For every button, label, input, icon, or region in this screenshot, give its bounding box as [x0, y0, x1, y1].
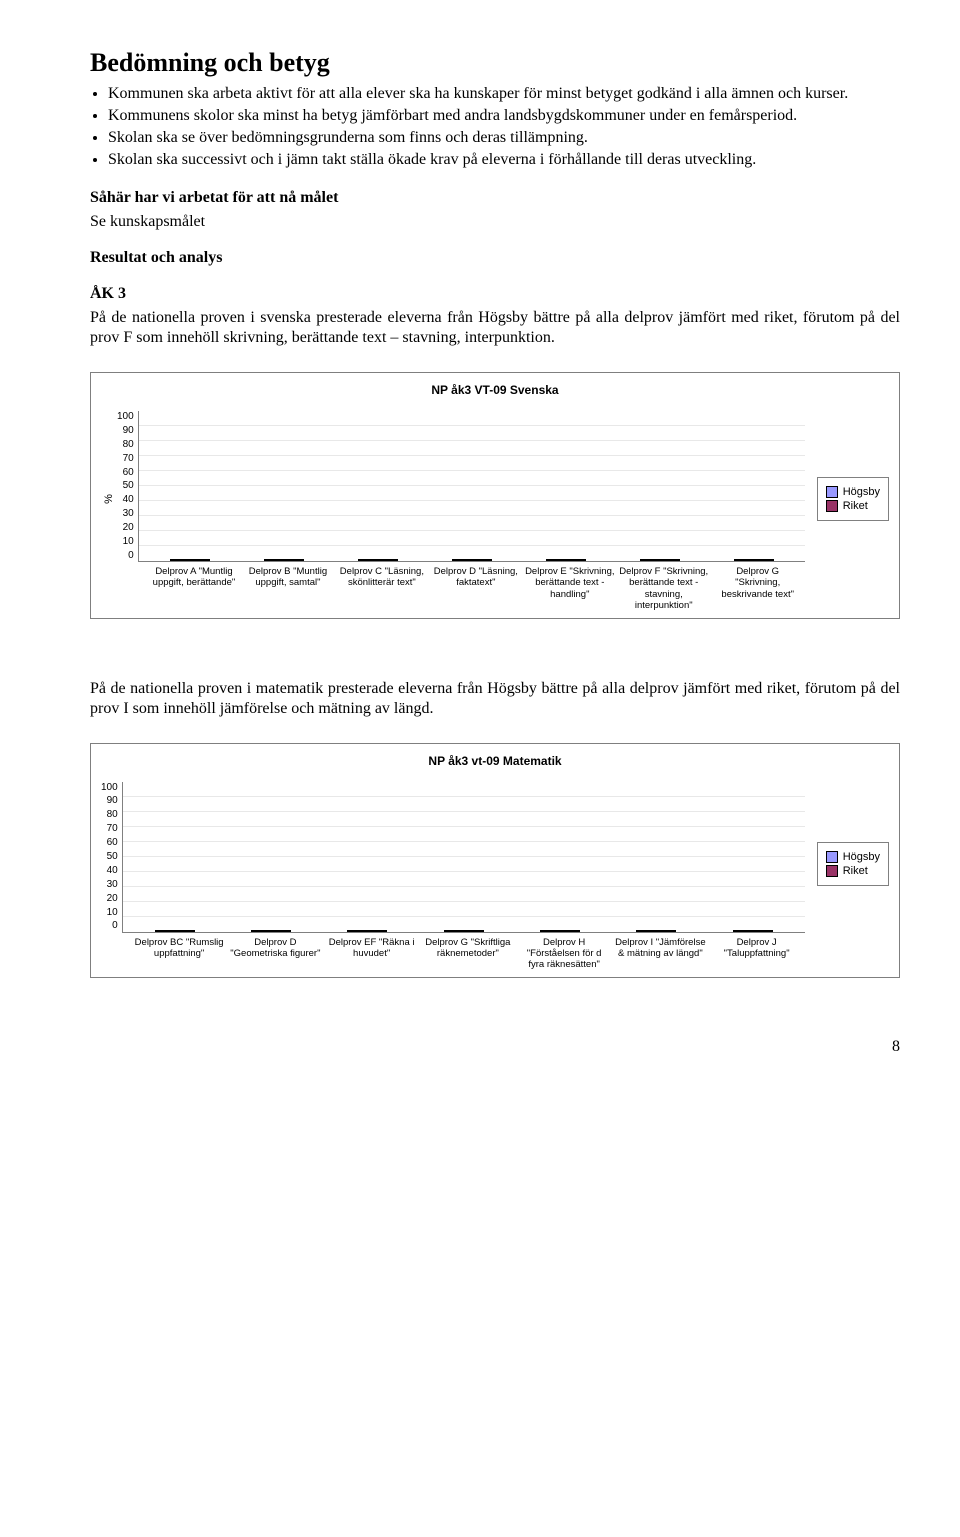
bar-hogsby — [347, 930, 367, 932]
bar-hogsby — [733, 930, 753, 932]
x-labels: Delprov BC "Rumslig uppfattning"Delprov … — [101, 933, 805, 971]
bar-riket — [753, 930, 773, 932]
x-axis-label: Delprov D "Läsning, faktatext" — [429, 562, 523, 612]
bar-riket — [378, 559, 398, 561]
y-axis-label: % — [103, 491, 115, 507]
bar-group — [416, 930, 512, 932]
chart-svenska: NP åk3 VT-09 Svenska % 10090807060504030… — [90, 372, 900, 619]
legend-swatch-riket — [826, 865, 838, 877]
bar-group — [613, 559, 707, 561]
bar-riket — [175, 930, 195, 932]
bar-riket — [190, 559, 210, 561]
bar-riket — [656, 930, 676, 932]
ak3-label: ÅK 3 — [90, 284, 900, 304]
chart-title: NP åk3 vt-09 Matematik — [101, 754, 889, 768]
bar-hogsby — [251, 930, 271, 932]
legend-label: Högsby — [843, 851, 880, 863]
x-axis-label: Delprov G "Skrivning, beskrivande text" — [711, 562, 805, 612]
bar-riket — [754, 559, 774, 561]
bar-riket — [560, 930, 580, 932]
bar-hogsby — [444, 930, 464, 932]
bars-region — [138, 411, 805, 562]
legend-swatch-hogsby — [826, 851, 838, 863]
bar-riket — [367, 930, 387, 932]
bar-group — [704, 930, 800, 932]
chart-title: NP åk3 VT-09 Svenska — [101, 383, 889, 397]
legend-swatch-riket — [826, 500, 838, 512]
x-axis-label: Delprov BC "Rumslig uppfattning" — [131, 933, 227, 971]
bar-group — [127, 930, 223, 932]
bar-hogsby — [170, 559, 190, 561]
bar-group — [707, 559, 801, 561]
bar-riket — [271, 930, 291, 932]
bar-riket — [464, 930, 484, 932]
x-labels: Delprov A "Muntlig uppgift, berättande"D… — [117, 562, 805, 612]
legend-label: Riket — [843, 865, 868, 877]
bar-group — [512, 930, 608, 932]
chart-matematik: NP åk3 vt-09 Matematik 10090807060504030… — [90, 743, 900, 978]
x-axis-label: Delprov D "Geometriska figurer" — [227, 933, 323, 971]
x-axis-label: Delprov A "Muntlig uppgift, berättande" — [147, 562, 241, 612]
bar-riket — [284, 559, 304, 561]
bar-riket — [566, 559, 586, 561]
x-axis-label: Delprov G "Skriftliga räknemetoder" — [420, 933, 516, 971]
bullet-item: Skolan ska se över bedömningsgrunderna s… — [108, 128, 900, 148]
bar-group — [223, 930, 319, 932]
bar-hogsby — [155, 930, 175, 932]
y-ticks: 1009080706050403020100 — [117, 411, 138, 561]
legend-row: Riket — [826, 865, 880, 877]
page-heading: Bedömning och betyg — [90, 48, 900, 78]
x-axis-label: Delprov H "Förståelsen för d fyra räknes… — [516, 933, 612, 971]
chart-legend: Högsby Riket — [817, 842, 889, 886]
math-text: På de nationella proven i matematik pres… — [90, 679, 900, 719]
bar-group — [519, 559, 613, 561]
bar-hogsby — [640, 559, 660, 561]
bullet-list: Kommunen ska arbeta aktivt för att alla … — [90, 84, 900, 170]
chart-legend: Högsby Riket — [817, 477, 889, 521]
x-axis-label: Delprov B "Muntlig uppgift, samtal" — [241, 562, 335, 612]
bar-hogsby — [734, 559, 754, 561]
bar-hogsby — [264, 559, 284, 561]
bar-hogsby — [540, 930, 560, 932]
legend-label: Högsby — [843, 486, 880, 498]
x-axis-label: Delprov F "Skrivning, berättande text - … — [617, 562, 711, 612]
legend-swatch-hogsby — [826, 486, 838, 498]
subheading-worked-text: Se kunskapsmålet — [90, 212, 900, 232]
bar-riket — [472, 559, 492, 561]
y-ticks: 1009080706050403020100 — [101, 782, 122, 932]
bar-hogsby — [358, 559, 378, 561]
bar-group — [319, 930, 415, 932]
legend-row: Riket — [826, 500, 880, 512]
x-axis-label: Delprov C "Läsning, skönlitterär text" — [335, 562, 429, 612]
subheading-results: Resultat och analys — [90, 248, 900, 268]
bar-group — [237, 559, 331, 561]
bar-hogsby — [636, 930, 656, 932]
legend-row: Högsby — [826, 486, 880, 498]
x-axis-label: Delprov J "Taluppfattning" — [709, 933, 805, 971]
bar-riket — [660, 559, 680, 561]
bar-group — [331, 559, 425, 561]
bar-group — [143, 559, 237, 561]
ak3-text: På de nationella proven i svenska preste… — [90, 308, 900, 348]
legend-row: Högsby — [826, 851, 880, 863]
bar-group — [425, 559, 519, 561]
bar-hogsby — [546, 559, 566, 561]
bullet-item: Kommunens skolor ska minst ha betyg jämf… — [108, 106, 900, 126]
bars-region — [122, 782, 805, 933]
legend-label: Riket — [843, 500, 868, 512]
bullet-item: Kommunen ska arbeta aktivt för att alla … — [108, 84, 900, 104]
bullet-item: Skolan ska successivt och i jämn takt st… — [108, 150, 900, 170]
subheading-worked: Såhär har vi arbetat för att nå målet — [90, 188, 900, 208]
x-axis-label: Delprov E "Skrivning, berättande text - … — [523, 562, 617, 612]
bar-hogsby — [452, 559, 472, 561]
bar-group — [608, 930, 704, 932]
x-axis-label: Delprov EF "Räkna i huvudet" — [324, 933, 420, 971]
x-axis-label: Delprov I "Jämförelse & mätning av längd… — [612, 933, 708, 971]
page-number: 8 — [90, 1038, 900, 1056]
